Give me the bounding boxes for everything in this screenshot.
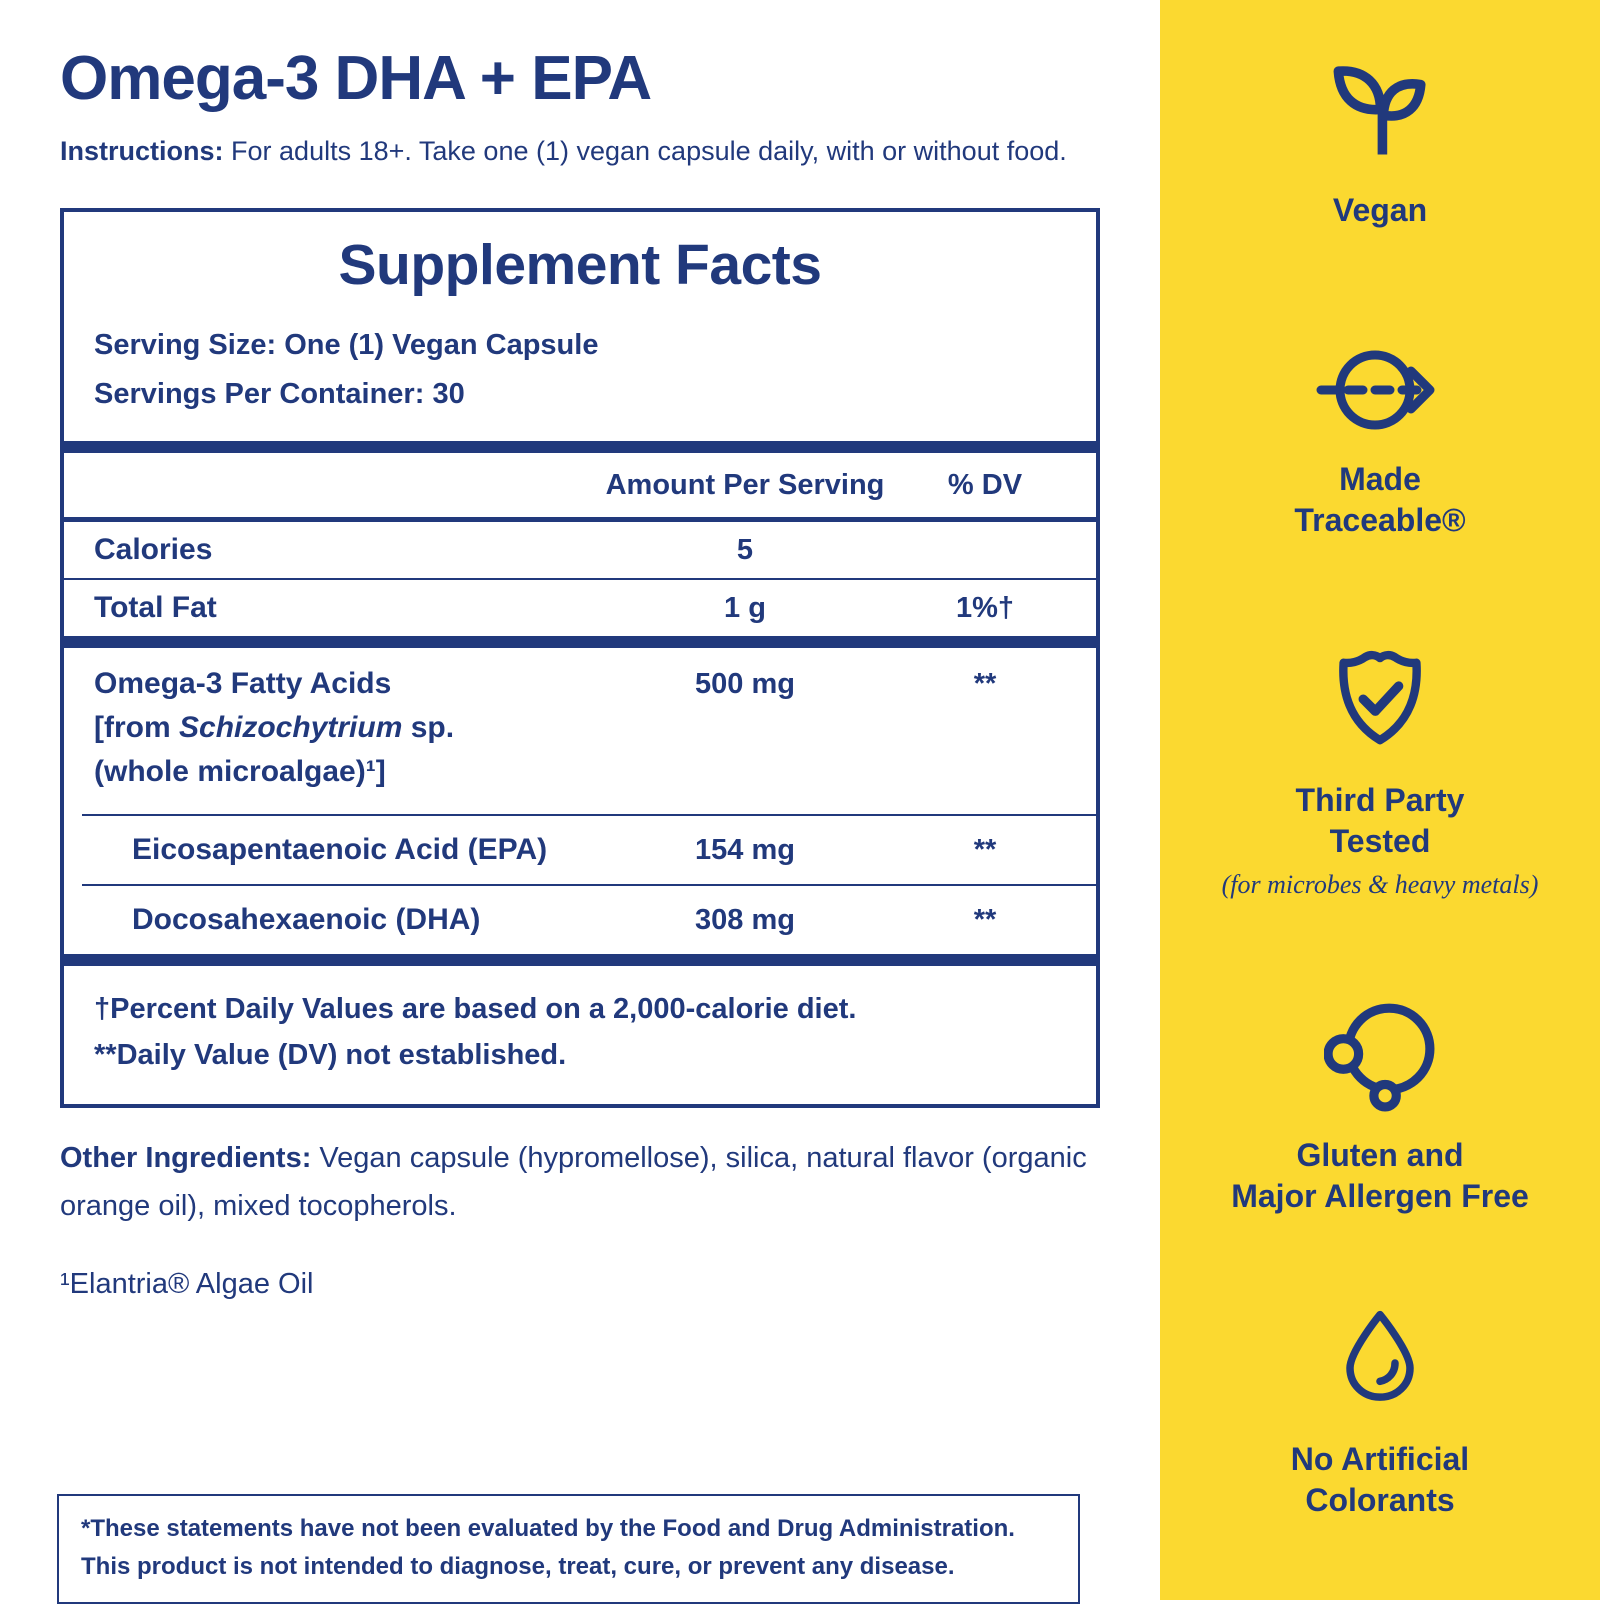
badge-made-traceable: Made Traceable® xyxy=(1160,340,1600,541)
omega3-name-line2-post: sp. xyxy=(402,711,455,744)
badge-third-party-tested: Third Party Tested (for microbes & heavy… xyxy=(1160,645,1600,900)
divider-thin-indented xyxy=(82,814,1096,816)
row-dv: ** xyxy=(973,903,997,936)
facts-footnotes: †Percent Daily Values are based on a 2,0… xyxy=(64,966,1096,1104)
label-main-column: Omega-3 DHA + EPA Instructions: For adul… xyxy=(60,44,1100,1301)
serving-size-label: Serving Size: xyxy=(94,329,277,361)
divider-thin xyxy=(64,578,1096,580)
benefits-sidebar: Vegan Made Traceable® Third Party Tested xyxy=(1160,0,1600,1600)
divider-thick xyxy=(64,954,1096,966)
badge-vegan: Vegan xyxy=(1160,52,1600,231)
divider-thick xyxy=(64,441,1096,453)
omega3-name-line3: (whole microalgae)¹] xyxy=(94,755,386,788)
serving-size-line: Serving Size: One (1) Vegan Capsule xyxy=(64,328,1096,362)
instructions-label: Instructions: xyxy=(60,136,224,166)
footnote-not-established: **Daily Value (DV) not established. xyxy=(94,1039,567,1071)
row-name: Omega-3 Fatty Acids [from Schizochytrium… xyxy=(94,662,590,794)
traceable-arrow-icon xyxy=(1316,350,1435,430)
supplement-facts-panel: Supplement Facts Serving Size: One (1) V… xyxy=(60,208,1100,1108)
omega3-name-line1: Omega-3 Fatty Acids xyxy=(94,667,392,700)
badge-label: Made Traceable® xyxy=(1294,461,1466,538)
page-title: Omega-3 DHA + EPA xyxy=(60,44,652,113)
column-header-amount: Amount Per Serving xyxy=(605,468,885,501)
column-header-dv: % DV xyxy=(947,468,1023,501)
row-amount: 154 mg xyxy=(695,833,795,866)
row-name: Docosahexaenoic (DHA) xyxy=(132,903,481,936)
badge-label: Vegan xyxy=(1332,192,1428,228)
table-header-row: Amount Per Serving % DV xyxy=(64,453,1096,517)
supplement-facts-title: Supplement Facts xyxy=(338,233,822,297)
source-note: ¹Elantria® Algae Oil xyxy=(60,1268,314,1300)
fda-disclaimer-box: *These statements have not been evaluate… xyxy=(57,1494,1080,1604)
row-name: Total Fat xyxy=(94,591,217,624)
badge-label: No Artificial Colorants xyxy=(1290,1441,1470,1518)
instructions-text: For adults 18+. Take one (1) vegan capsu… xyxy=(231,136,1067,166)
other-ingredients: Other Ingredients: Vegan capsule (hyprom… xyxy=(60,1134,1100,1230)
servings-per-container-value: 30 xyxy=(432,378,465,410)
omega3-name-line2-pre: [from xyxy=(94,711,179,744)
badge-no-artificial-colorants: No Artificial Colorants xyxy=(1160,1303,1600,1521)
shield-check-icon xyxy=(1339,650,1421,745)
servings-per-container-line: Servings Per Container: 30 xyxy=(64,377,1096,411)
row-amount: 500 mg xyxy=(695,668,795,700)
row-amount: 5 xyxy=(736,533,754,566)
row-dv: ** xyxy=(973,668,997,700)
table-row-calories: Calories 5 xyxy=(64,522,1096,578)
row-dv: ** xyxy=(973,833,997,866)
divider-thick xyxy=(64,636,1096,648)
omega3-species-italic: Schizochytrium xyxy=(179,711,403,744)
fda-disclaimer-text: *These statements have not been evaluate… xyxy=(81,1515,1015,1580)
serving-size-value: One (1) Vegan Capsule xyxy=(284,329,599,361)
allergen-molecule-icon xyxy=(1324,1003,1435,1112)
other-ingredients-text: Vegan capsule (hypromellose), silica, na… xyxy=(60,1142,1087,1222)
table-row-dha: Docosahexaenoic (DHA) 308 mg ** xyxy=(64,886,1096,954)
table-row-total-fat: Total Fat 1 g 1%† xyxy=(64,580,1096,636)
badge-gluten-allergen-free: Gluten and Major Allergen Free xyxy=(1160,1000,1600,1217)
row-amount: 1 g xyxy=(724,591,766,624)
divider-medium xyxy=(64,517,1096,522)
row-name: Eicosapentaenoic Acid (EPA) xyxy=(132,833,548,866)
table-row-epa: Eicosapentaenoic Acid (EPA) 154 mg ** xyxy=(64,816,1096,884)
footnote-dv: †Percent Daily Values are based on a 2,0… xyxy=(94,993,857,1025)
sprout-icon xyxy=(1333,66,1426,155)
droplet-icon xyxy=(1346,1310,1414,1401)
badge-sublabel: (for microbes & heavy metals) xyxy=(1221,870,1539,899)
servings-per-container-label: Servings Per Container: xyxy=(94,378,425,410)
other-ingredients-label: Other Ingredients: xyxy=(60,1142,312,1174)
instructions-line: Instructions: For adults 18+. Take one (… xyxy=(60,134,1100,168)
badge-label: Gluten and Major Allergen Free xyxy=(1231,1137,1529,1214)
table-row-omega3: Omega-3 Fatty Acids [from Schizochytrium… xyxy=(64,648,1096,814)
row-dv: 1%† xyxy=(955,591,1015,624)
row-amount: 308 mg xyxy=(695,903,795,936)
divider-thin-indented xyxy=(82,884,1096,886)
badge-label: Third Party Tested xyxy=(1295,782,1465,859)
row-name: Calories xyxy=(94,533,213,566)
